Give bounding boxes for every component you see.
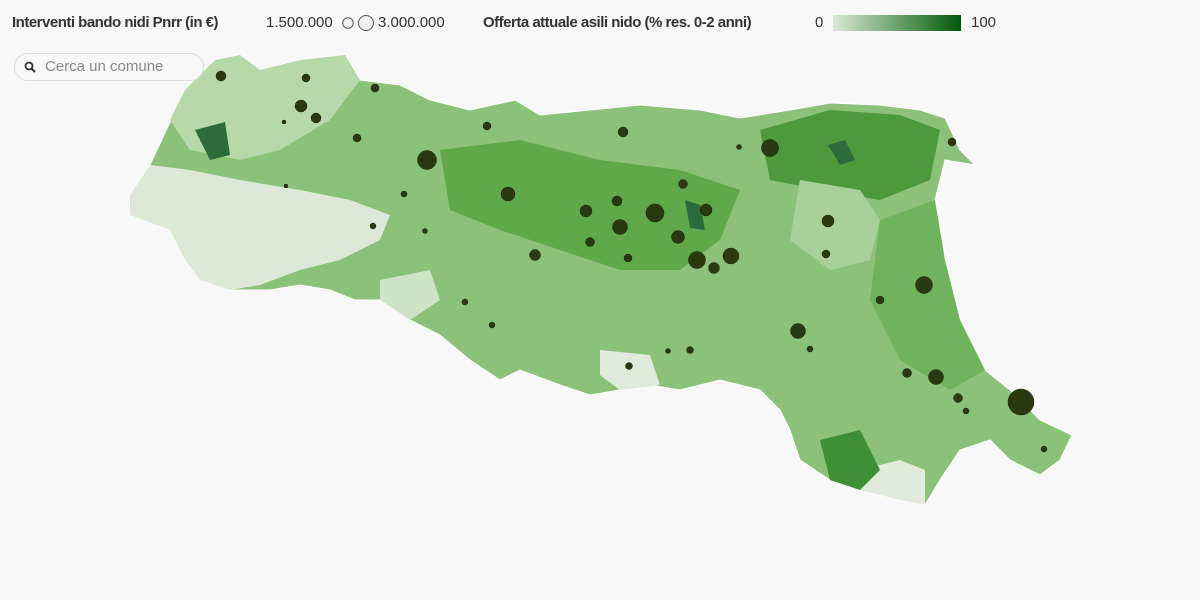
bubble	[215, 70, 227, 82]
bubble	[806, 345, 814, 353]
bubble	[579, 204, 593, 218]
bubble	[500, 186, 516, 202]
bubble	[488, 321, 496, 329]
bubble	[962, 407, 970, 415]
bubble	[617, 126, 629, 138]
area-patch	[130, 165, 390, 290]
size-legend-circle	[342, 17, 354, 29]
bubble	[708, 262, 720, 274]
bubble	[301, 73, 311, 83]
bubble	[915, 276, 933, 294]
area-patch	[685, 200, 705, 230]
bubble	[953, 393, 963, 403]
region-map	[129, 54, 1073, 506]
bubble	[352, 133, 362, 143]
search-box[interactable]: Cerca un comune	[14, 53, 204, 81]
bubble	[422, 228, 428, 234]
bubble	[611, 195, 623, 207]
bubble	[722, 247, 740, 265]
bubble	[678, 179, 688, 189]
bubble	[400, 190, 408, 198]
bubble	[461, 298, 469, 306]
bubble	[645, 203, 665, 223]
size-legend-title: Interventi bando nidi Pnrr (in €)	[12, 14, 219, 31]
bubble	[688, 251, 706, 269]
area-patch	[195, 122, 230, 160]
bubble	[821, 214, 835, 228]
bubble	[294, 99, 308, 113]
area-patch	[790, 180, 880, 270]
bubble	[623, 253, 633, 263]
area-patch	[440, 140, 740, 270]
bubble-layer	[215, 70, 1048, 453]
bubble	[529, 249, 541, 261]
color-legend-title: Offerta attuale asili nido (% res. 0-2 a…	[483, 14, 752, 31]
bubble	[947, 137, 957, 147]
bubble	[1040, 445, 1048, 453]
bubble	[790, 323, 806, 339]
bubble	[612, 219, 628, 235]
bubble	[417, 150, 437, 170]
bubble	[761, 139, 779, 157]
color-legend-bar	[833, 15, 961, 31]
bubble	[625, 362, 633, 370]
bubble	[585, 237, 595, 247]
bubble	[310, 112, 322, 124]
bubble	[369, 222, 377, 230]
size-legend-circle	[358, 15, 374, 31]
bubble	[699, 203, 713, 217]
bubble	[370, 83, 380, 93]
bubble	[736, 144, 742, 150]
size-legend-label: 1.500.000	[266, 14, 333, 31]
area-patch	[820, 430, 880, 490]
size-legend-label: 3.000.000	[378, 14, 445, 31]
search-placeholder: Cerca un comune	[45, 58, 164, 75]
color-legend-max: 100	[971, 14, 996, 31]
area-patch	[870, 200, 985, 390]
bubble	[665, 348, 671, 354]
bubble	[686, 346, 694, 354]
area-patch	[600, 350, 660, 390]
bubble	[482, 121, 492, 131]
bubble	[902, 368, 912, 378]
bubble	[875, 295, 885, 305]
bubble	[928, 369, 944, 385]
bubble	[671, 230, 685, 244]
color-legend-min: 0	[815, 14, 823, 31]
bubble	[1007, 388, 1035, 416]
bubble	[821, 249, 831, 259]
search-icon	[24, 61, 36, 73]
area-patch	[828, 140, 855, 165]
bubble	[281, 119, 287, 125]
area-patch	[380, 270, 440, 320]
bubble	[283, 183, 289, 189]
